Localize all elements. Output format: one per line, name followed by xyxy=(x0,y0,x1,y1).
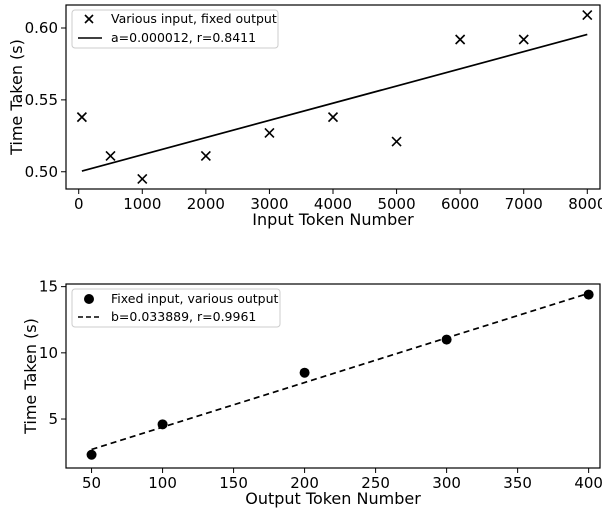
legend-circle-marker-icon xyxy=(84,294,94,304)
legend-box xyxy=(71,9,279,49)
x-tick-label: 4000 xyxy=(314,195,352,213)
x-tick-label: 300 xyxy=(432,474,461,492)
data-point-circle-marker xyxy=(583,289,594,300)
legend-box xyxy=(71,288,281,328)
x-tick-label: 150 xyxy=(219,474,248,492)
y-axis: 0.50 0.55 0.60 xyxy=(25,19,66,181)
data-points xyxy=(76,9,593,185)
x-tick-label: 8000 xyxy=(568,195,602,213)
x-tick-label: 3000 xyxy=(250,195,288,213)
data-point-circle-marker xyxy=(86,449,97,460)
data-point-x-marker xyxy=(582,9,593,21)
output-token-panel: 50 100 150 200 250 300 350 400 5 10 15 Output Tok… xyxy=(21,278,602,508)
data-point-circle-marker xyxy=(299,367,310,378)
data-point-x-marker xyxy=(137,173,148,185)
x-tick-label: 0 xyxy=(74,195,84,213)
input-token-panel: 0 1000 2000 3000 4000 5000 6000 7000 8000 0.500.… xyxy=(7,4,602,229)
data-point-circle-marker xyxy=(441,334,452,345)
fit-line xyxy=(81,33,588,172)
data-point-x-marker xyxy=(391,136,402,147)
legend: Various input, fixed output a=0.000012, … xyxy=(71,9,279,49)
y-tick-label: 0.60 xyxy=(25,19,58,37)
x-tick-label: 250 xyxy=(361,474,390,492)
fit-line-group xyxy=(81,33,588,172)
data-points xyxy=(86,289,594,460)
data-point-x-marker xyxy=(455,34,466,45)
y-tick-label: 0.50 xyxy=(25,163,58,181)
fit-line-group xyxy=(91,292,589,451)
data-point-x-marker xyxy=(105,150,116,162)
x-tick-label: 1000 xyxy=(123,195,161,213)
data-point-x-marker xyxy=(76,112,87,123)
x-axis-label: Output Token Number xyxy=(245,489,421,508)
x-tick-label: 2000 xyxy=(187,195,225,213)
data-point-circle-marker xyxy=(157,419,168,430)
x-tick-label: 350 xyxy=(503,474,532,492)
data-point-x-marker xyxy=(518,34,529,45)
x-tick-label: 7000 xyxy=(505,195,543,213)
x-tick-label: 50 xyxy=(82,474,101,492)
data-point-x-marker xyxy=(264,127,275,139)
x-axis-label: Input Token Number xyxy=(252,210,414,229)
legend-x-marker-icon xyxy=(84,14,94,24)
y-tick-label: 15 xyxy=(39,278,58,296)
legend-label-scatter: Fixed input, various output xyxy=(111,291,279,306)
data-point-x-marker xyxy=(327,112,339,123)
plot-frame xyxy=(65,283,601,469)
x-tick-label: 100 xyxy=(148,474,177,492)
y-tick-label: 10 xyxy=(39,344,58,362)
fit-line xyxy=(91,292,589,451)
x-axis: 50 100 150 200 250 300 350 400 xyxy=(82,468,602,492)
y-axis-label: Time Taken (s) xyxy=(21,318,40,435)
y-tick-label: 5 xyxy=(48,410,58,428)
x-tick-label: 400 xyxy=(574,474,602,492)
y-tick-label: 0.55 xyxy=(25,91,58,109)
x-tick-label: 200 xyxy=(290,474,319,492)
x-axis: 0 1000 2000 3000 4000 5000 6000 7000 8000 xyxy=(74,189,602,213)
y-axis: 5 10 15 xyxy=(39,278,66,428)
legend-label-scatter: Various input, fixed output xyxy=(111,11,277,26)
y-axis-label: Time Taken (s) xyxy=(7,39,26,156)
legend: Fixed input, various output b=0.033889, … xyxy=(71,288,281,328)
x-tick-label: 5000 xyxy=(377,195,415,213)
legend-label-fit: a=0.000012, r=0.8411 xyxy=(111,30,256,45)
x-tick-label: 6000 xyxy=(441,195,479,213)
legend-label-fit: b=0.033889, r=0.9961 xyxy=(111,309,256,324)
data-point-x-marker xyxy=(200,150,211,162)
